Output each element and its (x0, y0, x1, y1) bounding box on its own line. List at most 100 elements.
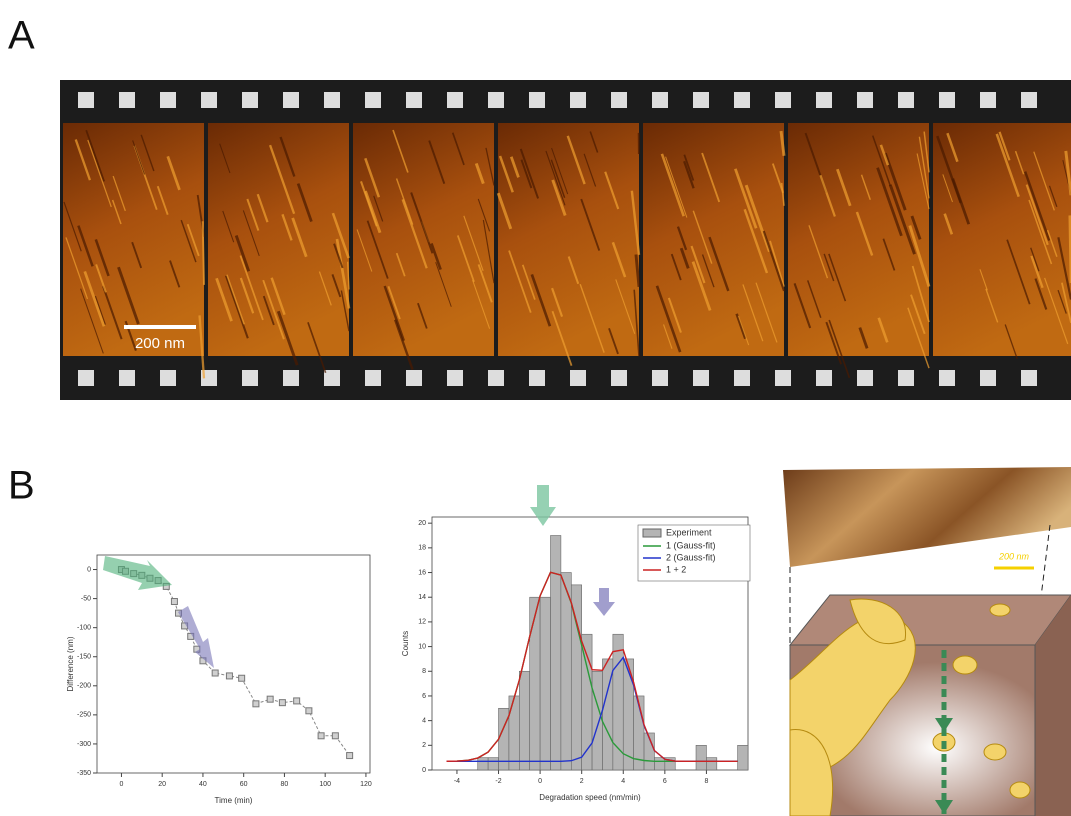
sprocket-hole (119, 92, 135, 108)
crystal-domain (953, 656, 977, 674)
x-tick-label: 80 (281, 781, 289, 788)
x-axis-label: Time (min) (215, 796, 253, 805)
histogram-bar (530, 597, 540, 770)
sprocket-hole (78, 370, 94, 386)
legend-label: 2 (Gauss-fit) (666, 552, 716, 562)
cube-diagram: 200 nm (783, 467, 1071, 816)
legend-swatch (643, 529, 661, 537)
y-tick-label: 12 (418, 619, 426, 626)
panel-label: A (8, 14, 35, 58)
x-tick-label: 4 (621, 778, 625, 785)
y-tick-label: 2 (422, 742, 426, 749)
data-point (171, 599, 177, 605)
sprocket-hole (1021, 370, 1037, 386)
y-tick-label: 6 (422, 693, 426, 700)
sprocket-hole (857, 370, 873, 386)
sprocket-hole (775, 92, 791, 108)
sprocket-hole (816, 92, 832, 108)
y-tick-label: -200 (77, 683, 91, 690)
histogram-bar (571, 585, 581, 770)
sprocket-hole (693, 370, 709, 386)
sprocket-hole (939, 370, 955, 386)
trend-arrow (103, 556, 172, 590)
film-strip: 200 nm (60, 80, 1071, 400)
y-axis-label: Counts (401, 631, 410, 656)
sprocket-hole (283, 370, 299, 386)
sprocket-hole (447, 370, 463, 386)
sprocket-hole (816, 370, 832, 386)
sprocket-hole (775, 370, 791, 386)
data-point (239, 675, 245, 681)
sprocket-hole (898, 370, 914, 386)
sprocket-hole (1021, 92, 1037, 108)
histogram-bar (613, 634, 623, 770)
sprocket-hole (406, 370, 422, 386)
sprocket-hole (693, 92, 709, 108)
sprocket-hole (324, 370, 340, 386)
y-tick-label: -150 (77, 654, 91, 661)
sprocket-hole (78, 92, 94, 108)
sprocket-hole (119, 370, 135, 386)
x-tick-label: 40 (199, 781, 207, 788)
x-tick-label: -4 (454, 778, 460, 785)
sprocket-hole (652, 92, 668, 108)
y-tick-label: 4 (422, 717, 426, 724)
x-axis-label: Degradation speed (nm/min) (539, 793, 641, 802)
x-tick-label: 20 (158, 781, 166, 788)
crystal-domain (984, 744, 1006, 760)
y-tick-label: 10 (418, 643, 426, 650)
sprocket-hole (160, 370, 176, 386)
x-tick-label: 120 (360, 781, 372, 788)
y-tick-label: -350 (77, 770, 91, 777)
figure: A B 200 nm 0204060801001200-50-100-150-2… (0, 0, 1071, 816)
data-point (253, 701, 259, 707)
sprocket-hole (283, 92, 299, 108)
y-tick-label: -50 (81, 595, 91, 602)
data-point (279, 700, 285, 706)
y-tick-label: -300 (77, 741, 91, 748)
data-point (347, 753, 353, 759)
y-tick-label: 20 (418, 520, 426, 527)
histogram-bar (654, 758, 664, 770)
data-point (306, 708, 312, 714)
x-tick-label: 60 (240, 781, 248, 788)
sprocket-hole (980, 92, 996, 108)
histogram-bar (519, 671, 529, 770)
y-tick-label: 0 (87, 566, 91, 573)
data-point (267, 696, 273, 702)
x-tick-label: 0 (119, 781, 123, 788)
sprocket-hole (980, 370, 996, 386)
data-point (318, 733, 324, 739)
sprocket-hole (406, 92, 422, 108)
sprocket-hole (570, 370, 586, 386)
fibril (203, 221, 204, 285)
y-tick-label: 16 (418, 569, 426, 576)
histogram-bar (696, 745, 706, 770)
y-tick-label: -250 (77, 712, 91, 719)
sprocket-hole (898, 92, 914, 108)
histogram-bar (540, 597, 550, 770)
data-line (121, 570, 349, 756)
sprocket-hole (201, 92, 217, 108)
sprocket-hole (734, 92, 750, 108)
sprocket-hole (652, 370, 668, 386)
x-tick-label: 100 (319, 781, 331, 788)
x-tick-label: 0 (538, 778, 542, 785)
sprocket-hole (529, 370, 545, 386)
y-tick-label: 18 (418, 545, 426, 552)
data-point (332, 733, 338, 739)
sprocket-hole (611, 370, 627, 386)
sprocket-hole (488, 370, 504, 386)
y-tick-label: 14 (418, 594, 426, 601)
legend-label: 1 (Gauss-fit) (666, 540, 716, 550)
histogram-bar (706, 758, 716, 770)
histogram-bar (478, 758, 488, 770)
x-tick-label: -2 (495, 778, 501, 785)
afm-frame (498, 123, 639, 356)
scale-bar-label: 200 nm (135, 335, 185, 352)
y-axis-label: Difference (nm) (66, 636, 75, 691)
data-point (294, 698, 300, 704)
x-tick-label: 2 (580, 778, 584, 785)
x-tick-label: 6 (663, 778, 667, 785)
sprocket-hole (324, 92, 340, 108)
